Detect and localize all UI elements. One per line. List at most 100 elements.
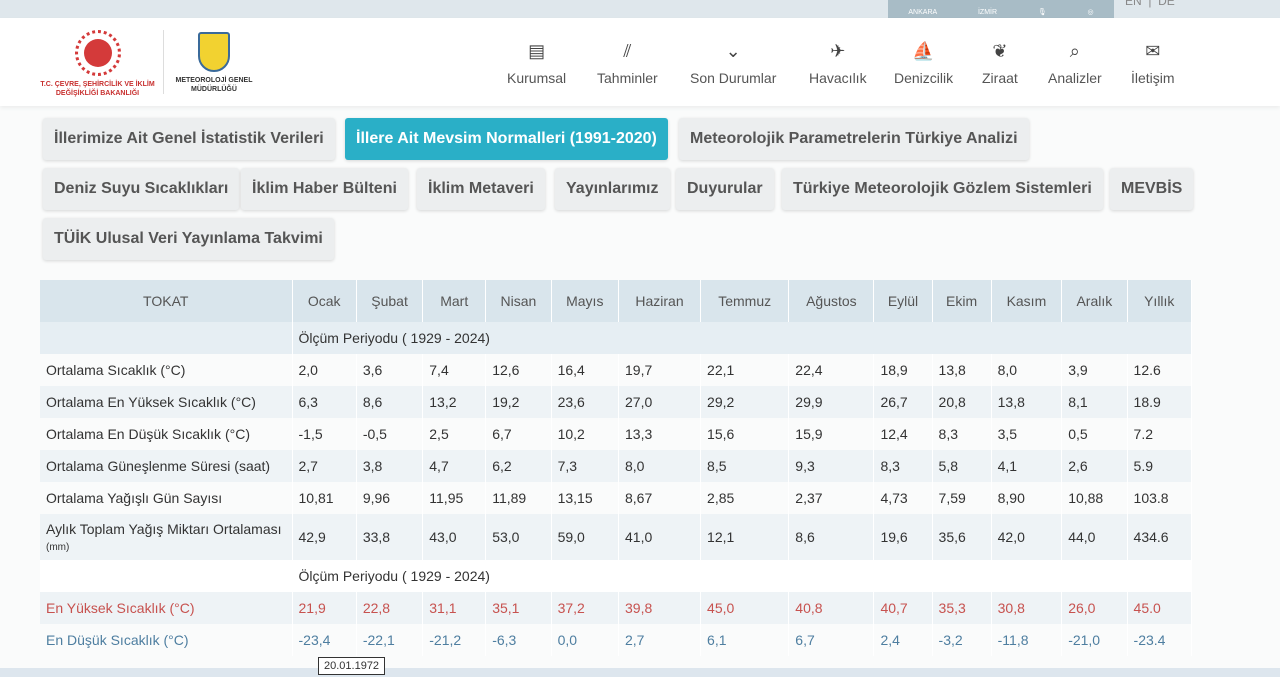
table-row: Ortalama En Yüksek Sıcaklık (°C) 6,3 8,6 13… xyxy=(40,386,1193,418)
btn-iklim-haber[interactable]: İklim Haber Bülteni xyxy=(241,168,408,210)
nav-iletisim[interactable]: ✉ İletişim xyxy=(1131,40,1175,86)
value-cell: 13,2 xyxy=(422,386,487,418)
value-cell: 0,5 xyxy=(1061,418,1128,450)
logo-divider xyxy=(163,30,164,94)
value-cell: 29,9 xyxy=(788,386,875,418)
row-label: Ortalama En Yüksek Sıcaklık (°C) xyxy=(40,386,293,418)
table-row: En Yüksek Sıcaklık (°C) 21,9 22,8 31,1 35,1 3… xyxy=(40,592,1193,624)
nav-denizcilik[interactable]: ⛵ Denizcilik xyxy=(894,40,953,86)
value-cell: -21,0 xyxy=(1061,624,1128,656)
value-cell: 6,1 xyxy=(700,624,790,656)
value-cell: 12,6 xyxy=(485,354,552,386)
value-cell: 19,6 xyxy=(873,514,933,560)
value-cell: 11,89 xyxy=(485,482,552,514)
value-cell: 18.9 xyxy=(1127,386,1193,418)
value-cell: 13,3 xyxy=(618,418,702,450)
empty-cell xyxy=(40,322,293,354)
quick-links: ANKARA İZMİR 🎙 ◎ xyxy=(888,0,1114,18)
nav-label: Havacılık xyxy=(809,70,867,86)
value-cell: 29,2 xyxy=(700,386,790,418)
ministry-logo[interactable]: T.C. ÇEVRE, ŞEHİRCİLİK VE İKLİM DEĞİŞİKL… xyxy=(40,30,155,98)
city-link[interactable]: ANKARA xyxy=(908,9,938,16)
value-cell: 59,0 xyxy=(551,514,620,560)
value-cell: 6,2 xyxy=(485,450,552,482)
value-cell: 9,3 xyxy=(788,450,875,482)
btn-iklim-metaveri[interactable]: İklim Metaveri xyxy=(417,168,545,210)
value-cell: 20,8 xyxy=(932,386,992,418)
period-row: Ölçüm Periyodu ( 1929 - 2024) xyxy=(40,322,1192,354)
lang-de[interactable]: DE xyxy=(1158,0,1175,8)
value-cell: 4,73 xyxy=(873,482,933,514)
value-cell: 35,6 xyxy=(932,514,992,560)
value-cell: 2,85 xyxy=(700,482,790,514)
value-cell: 8,67 xyxy=(618,482,702,514)
value-cell: 27,0 xyxy=(618,386,702,418)
unit: (mm) xyxy=(46,542,70,553)
btn-duyurular[interactable]: Duyurular xyxy=(676,168,774,210)
value-cell: 2,0 xyxy=(292,354,357,386)
value-cell: 13,8 xyxy=(932,354,992,386)
city-link[interactable]: İZMİR xyxy=(977,9,998,16)
nav-havacilik[interactable]: ✈ Havacılık xyxy=(809,40,867,86)
nav-kurumsal[interactable]: ▤ Kurumsal xyxy=(507,40,566,86)
nav-label: Analizler xyxy=(1048,70,1102,86)
row-label: Ortalama En Düşük Sıcaklık (°C) xyxy=(40,418,293,450)
nav-son-durumlar[interactable]: ⌄ Son Durumlar xyxy=(690,40,776,86)
nav-ziraat[interactable]: ❦ Ziraat xyxy=(982,40,1018,86)
nav-analizler[interactable]: ⌕ Analizler xyxy=(1048,40,1102,86)
value-cell: 35,3 xyxy=(932,592,992,624)
value-cell: 8,5 xyxy=(700,450,790,482)
mgm-logo[interactable]: METEOROLOJİ GENEL MÜDÜRLÜĞÜ xyxy=(172,32,256,94)
value-cell: 8,1 xyxy=(1061,386,1128,418)
period-row: Ölçüm Periyodu ( 1929 - 2024) xyxy=(40,560,1192,592)
value-cell: 43,0 xyxy=(422,514,487,560)
nav-label: Tahminler xyxy=(597,70,658,86)
btn-mevbis[interactable]: MEVBİS xyxy=(1110,168,1194,210)
value-cell: 11,95 xyxy=(422,482,487,514)
table-row: Aylık Toplam Yağış Miktarı Ortalaması (m… xyxy=(40,514,1193,560)
value-cell: 35,1 xyxy=(485,592,552,624)
btn-mevsim-normalleri[interactable]: İllere Ait Mevsim Normalleri (1991-2020) xyxy=(345,118,668,160)
value-cell: 434.6 xyxy=(1127,514,1193,560)
value-cell: 10,81 xyxy=(292,482,357,514)
value-cell: 7,3 xyxy=(551,450,620,482)
chart-icon: ⫽ xyxy=(623,41,632,61)
value-cell: 13,15 xyxy=(551,482,620,514)
value-cell: 19,7 xyxy=(618,354,702,386)
microphone-icon[interactable]: 🎙 xyxy=(1037,9,1047,16)
value-cell: 5,8 xyxy=(932,450,992,482)
value-cell: 15,9 xyxy=(788,418,875,450)
column-header: Ocak xyxy=(292,280,357,322)
btn-genel-istatistik[interactable]: İllerimize Ait Genel İstatistik Verileri xyxy=(43,118,335,160)
nav-tahminler[interactable]: ⫽ Tahminler xyxy=(597,40,658,86)
column-header: Ağustos xyxy=(788,280,875,322)
btn-deniz-suyu[interactable]: Deniz Suyu Sıcaklıkları xyxy=(43,168,240,210)
value-cell: 2,5 xyxy=(422,418,487,450)
value-cell: 44,0 xyxy=(1061,514,1128,560)
btn-gozlem-sistemleri[interactable]: Türkiye Meteorolojik Gözlem Sistemleri xyxy=(782,168,1103,210)
chevron-circle-icon: ⌄ xyxy=(725,41,741,61)
value-cell: 3,9 xyxy=(1061,354,1128,386)
plane-icon: ✈ xyxy=(830,41,846,61)
btn-turkiye-analizi[interactable]: Meteorolojik Parametrelerin Türkiye Anal… xyxy=(679,118,1029,160)
value-cell: 5.9 xyxy=(1127,450,1193,482)
btn-tuik[interactable]: TÜİK Ulusal Veri Yayınlama Takvimi xyxy=(43,218,334,260)
column-header: Haziran xyxy=(618,280,702,322)
column-header: Kasım xyxy=(991,280,1063,322)
empty-cell xyxy=(40,560,293,592)
value-cell: 4,1 xyxy=(991,450,1063,482)
value-cell: -23.4 xyxy=(1127,624,1193,656)
value-cell: 15,6 xyxy=(700,418,790,450)
btn-yayinlarimiz[interactable]: Yayınlarımız xyxy=(555,168,670,210)
value-cell: -6,3 xyxy=(485,624,552,656)
value-cell: 3,8 xyxy=(356,450,424,482)
sailboat-icon: ⛵ xyxy=(912,41,935,61)
value-cell: 53,0 xyxy=(485,514,552,560)
accessibility-icon[interactable]: ◎ xyxy=(1087,9,1094,16)
book-icon: ▤ xyxy=(528,41,546,61)
column-header: Aralık xyxy=(1061,280,1128,322)
lang-en[interactable]: EN xyxy=(1125,0,1142,8)
value-cell: 103.8 xyxy=(1127,482,1193,514)
value-cell: 2,7 xyxy=(292,450,357,482)
value-cell: 12,4 xyxy=(873,418,933,450)
